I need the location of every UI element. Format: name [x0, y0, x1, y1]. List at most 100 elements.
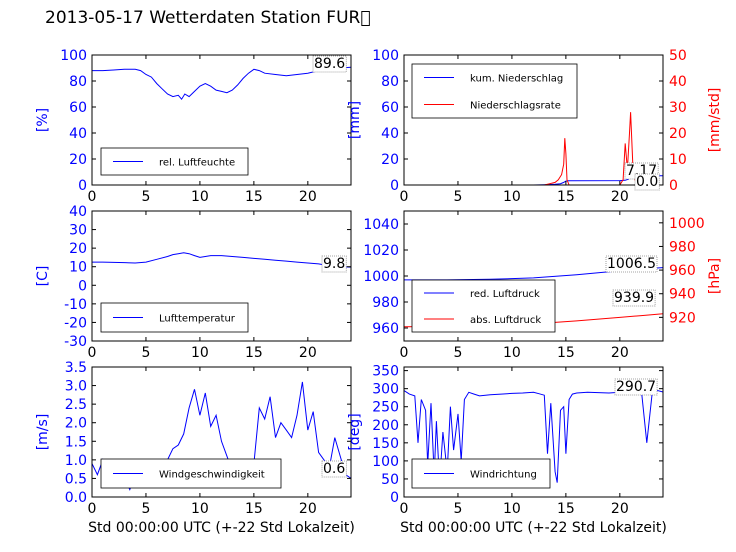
wind-ytick-label: 0.5	[65, 471, 87, 487]
humidity-ylabel: [%]	[35, 108, 51, 132]
figure-title: 2013-05-17 Wetterdaten Station FUR 	[45, 8, 371, 28]
humidity-xtick-label: 0	[88, 189, 97, 205]
wind-axes-frame	[91, 366, 352, 498]
wind-xtick-label: 10	[191, 501, 209, 517]
precip-xtick-label: 0	[400, 189, 409, 205]
pressure-ytick2-label: 1000	[669, 216, 705, 232]
pressure-ytick-label: 1040	[363, 217, 399, 233]
temp-ytick-label: 0	[78, 278, 87, 294]
humidity-ytick-label: 100	[60, 48, 87, 64]
winddir-ylabel: [deg]	[347, 413, 363, 450]
wind-xtick-label: 5	[141, 501, 150, 517]
precip-ytick-label: 100	[372, 48, 399, 64]
pressure-ytick2-label: 940	[669, 287, 696, 303]
humidity-ytick-label: 0	[78, 178, 87, 194]
humidity-ytick-label: 40	[69, 126, 87, 142]
winddir-ytick-label: 0	[390, 490, 399, 506]
pressure-xtick-label: 20	[611, 345, 629, 361]
humidity-annotation-0: 89.6	[314, 56, 345, 72]
precip-legend-box	[411, 63, 578, 119]
winddir-annotation-box-0	[614, 378, 658, 396]
temp-ytick-label: 10	[69, 260, 87, 276]
winddir-ytick-label: 150	[372, 436, 399, 452]
humidity-legend-label-0: rel. Luftfeuchte	[159, 158, 235, 169]
temp-annotation-box-0	[321, 255, 347, 273]
temp-ytick-label: -30	[64, 334, 87, 350]
temp-ytick-label: 30	[69, 223, 87, 239]
pressure-ytick-label: 980	[372, 295, 399, 311]
humidity-series-0-line	[92, 66, 351, 101]
precip-ylabel2: [mm/std]	[707, 88, 723, 153]
humidity-xtick-label: 5	[141, 189, 150, 205]
wind-ytick-label: 1.5	[65, 434, 87, 450]
humidity-axes-frame	[91, 54, 352, 186]
wind-ytick-label: 3.5	[65, 360, 87, 376]
precip-xtick-label: 10	[503, 189, 521, 205]
winddir-xtick-label: 20	[611, 501, 629, 517]
temp-xtick-label: 0	[88, 345, 97, 361]
wind-xtick-label: 20	[299, 501, 317, 517]
precip-annotation-1: 0.0	[636, 174, 658, 190]
precip-xtick-label: 15	[557, 189, 575, 205]
temp-xtick-label: 15	[245, 345, 263, 361]
precip-ylabel: [mm]	[347, 101, 363, 139]
wind-ytick-label: 1.0	[65, 453, 87, 469]
pressure-ytick-label: 1000	[363, 269, 399, 285]
temp-ytick-label: 40	[69, 204, 87, 220]
humidity-xtick-label: 10	[191, 189, 209, 205]
winddir-axes-frame	[403, 366, 664, 498]
wind-ytick-label: 2.5	[65, 397, 87, 413]
winddir-ytick-label: 250	[372, 400, 399, 416]
wind-xlabel: Std 00:00:00 UTC (+-22 Std Lokalzeit)	[88, 520, 355, 536]
precip-xtick-label: 5	[453, 189, 462, 205]
precip-ytick2-label: 0	[669, 178, 678, 194]
pressure-ytick2-label: 960	[669, 263, 696, 279]
temp-ytick-label: -10	[64, 297, 87, 313]
winddir-ytick-label: 100	[372, 454, 399, 470]
humidity-ytick-label: 20	[69, 152, 87, 168]
temp-ytick-label: 20	[69, 241, 87, 257]
temp-xtick-label: 5	[141, 345, 150, 361]
precip-annotation-box-1	[634, 173, 660, 191]
pressure-xtick-label: 10	[503, 345, 521, 361]
temp-ylabel: [C]	[35, 266, 51, 287]
wind-xtick-label: 0	[88, 501, 97, 517]
precip-ytick-label: 80	[381, 74, 399, 90]
humidity-ytick-label: 80	[69, 74, 87, 90]
winddir-ytick-label: 50	[381, 472, 399, 488]
humidity-annotation-box-0	[312, 55, 347, 73]
precip-axes-frame	[403, 54, 664, 186]
pressure-ytick-label: 1020	[363, 243, 399, 259]
wind-ylabel: [m/s]	[35, 414, 51, 451]
pressure-ylabel2: [hPa]	[707, 258, 723, 294]
temp-xtick-label: 20	[299, 345, 317, 361]
temp-xtick-label: 10	[191, 345, 209, 361]
precip-ytick2-label: 30	[669, 100, 687, 116]
precip-ytick2-label: 40	[669, 74, 687, 90]
precip-ytick-label: 40	[381, 126, 399, 142]
wind-ytick-label: 0.0	[65, 490, 87, 506]
pressure-annotation-box-1	[612, 289, 656, 307]
wind-annotation-box-0	[321, 460, 347, 478]
wind-legend-label-0: Windgeschwindigkeit	[159, 470, 265, 481]
pressure-ytick2-label: 920	[669, 310, 696, 326]
pressure-annotation-box-0	[605, 255, 658, 273]
humidity-ytick-label: 60	[69, 100, 87, 116]
winddir-legend-label-0: Windrichtung	[470, 470, 537, 481]
pressure-legend-label-0: red. Luftdruck	[470, 289, 540, 300]
humidity-xtick-label: 15	[245, 189, 263, 205]
wind-ytick-label: 3.0	[65, 379, 87, 395]
precip-series-1-line	[404, 112, 663, 185]
winddir-xtick-label: 5	[453, 501, 462, 517]
wind-xtick-label: 15	[245, 501, 263, 517]
wind-ytick-label: 2.0	[65, 416, 87, 432]
pressure-xtick-label: 5	[453, 345, 462, 361]
winddir-ytick-label: 200	[372, 418, 399, 434]
winddir-ytick-label: 350	[372, 364, 399, 380]
temp-series-0-line	[92, 252, 351, 268]
precip-ytick2-label: 50	[669, 48, 687, 64]
pressure-ytick-label: 960	[372, 321, 399, 337]
winddir-annotation-0: 290.7	[616, 379, 656, 395]
winddir-xlabel: Std 00:00:00 UTC (+-22 Std Lokalzeit)	[400, 520, 667, 536]
